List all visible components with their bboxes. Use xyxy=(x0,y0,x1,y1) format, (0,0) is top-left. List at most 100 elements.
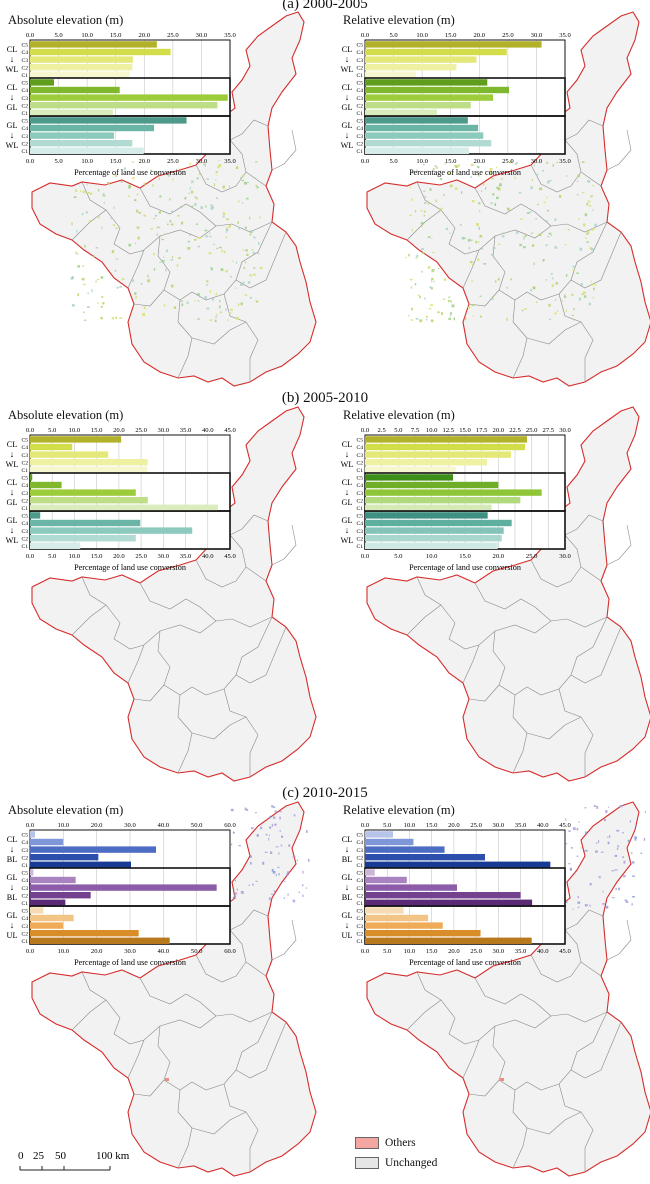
bar-c2 xyxy=(365,459,487,466)
group-label: ↓ xyxy=(10,525,15,535)
county-boundary xyxy=(558,293,594,382)
period-title-a: (a) 2000-2005 xyxy=(282,0,368,12)
period-title-b: (b) 2005-2010 xyxy=(281,390,369,406)
land-change-pixel xyxy=(576,855,579,857)
category-label: C4 xyxy=(356,483,363,489)
land-change-pixel xyxy=(577,906,580,909)
land-change-pixel xyxy=(428,308,432,310)
category-label: C4 xyxy=(21,445,28,451)
land-change-pixel xyxy=(608,835,611,838)
land-change-pixel xyxy=(226,218,229,221)
county-boundary xyxy=(474,977,552,1017)
group-label: CL xyxy=(7,45,17,54)
land-change-pixel xyxy=(246,197,249,200)
land-change-pixel xyxy=(165,268,167,272)
category-label: C3 xyxy=(356,453,363,459)
top-tick-label: 5.0 xyxy=(389,32,398,39)
land-change-pixel xyxy=(523,246,526,249)
land-change-pixel xyxy=(417,294,420,297)
land-change-pixel xyxy=(449,184,453,187)
land-change-pixel xyxy=(631,852,633,854)
land-change-pixel xyxy=(459,224,462,226)
land-change-pixel xyxy=(578,218,580,220)
top-tick-label: 20.0 xyxy=(113,427,125,434)
top-tick-label: 35.0 xyxy=(180,427,192,434)
group-label: GL xyxy=(342,103,353,112)
group-label: ↓ xyxy=(345,54,350,64)
land-change-pixel xyxy=(567,229,570,231)
land-change-pixel xyxy=(95,280,97,283)
county-boundary xyxy=(416,576,608,650)
x-axis-label: Percentage of land use conversion xyxy=(74,563,186,572)
land-change-pixel xyxy=(594,223,597,227)
land-change-pixel xyxy=(565,274,568,277)
land-change-pixel xyxy=(191,205,194,207)
bottom-tick-label: 10.0 xyxy=(69,553,81,560)
county-boundary xyxy=(133,684,165,702)
bar-c5 xyxy=(30,436,122,443)
land-change-pixel xyxy=(520,218,523,220)
land-change-pixel xyxy=(206,284,208,286)
land-change-pixel xyxy=(274,823,277,826)
land-change-pixel xyxy=(612,897,615,899)
land-change-pixel xyxy=(235,892,238,895)
bottom-tick-label: 15.0 xyxy=(459,553,471,560)
land-change-pixel xyxy=(270,851,273,854)
land-change-pixel xyxy=(489,167,493,171)
land-change-pixel xyxy=(225,231,228,233)
land-change-pixel xyxy=(431,277,434,281)
land-change-pixel xyxy=(440,178,443,181)
land-change-pixel xyxy=(83,311,85,313)
category-label: C5 xyxy=(356,81,363,87)
land-change-pixel xyxy=(181,303,184,306)
land-change-pixel xyxy=(233,894,236,898)
land-change-pixel xyxy=(244,226,247,229)
land-change-pixel xyxy=(87,292,89,295)
bar-chart: 0.0 10.0 20.0 30.0 40.0 50.0 60.0C5C4C3C2C1CL↓… xyxy=(7,822,237,967)
bar-chart: 0.0 2.5 5.0 7.5 10.0 12.5 15.0 17.5 20.0 22.5 25.0… xyxy=(341,427,572,572)
land-change-pixel xyxy=(194,196,197,198)
top-tick-label: 22.5 xyxy=(509,427,521,434)
legend-swatch-others xyxy=(355,1137,379,1149)
land-change-pixel xyxy=(255,812,257,814)
legend-label-others: Others xyxy=(385,1137,416,1149)
land-change-pixel xyxy=(278,852,280,855)
county-boundary xyxy=(492,1021,622,1091)
bottom-tick-label: 40.0 xyxy=(537,948,549,955)
land-change-pixel xyxy=(279,811,282,813)
land-change-pixel xyxy=(477,165,480,168)
category-label: C2 xyxy=(356,931,363,937)
category-label: C3 xyxy=(356,96,363,102)
chart-title: Relative elevation (m) xyxy=(343,408,455,422)
county-boundary xyxy=(139,977,217,1017)
county-boundary xyxy=(71,604,107,636)
category-label: C3 xyxy=(356,134,363,140)
land-change-pixel xyxy=(479,210,481,213)
land-change-pixel xyxy=(490,297,494,300)
land-change-pixel xyxy=(72,304,75,307)
land-change-pixel xyxy=(589,247,593,250)
county-boundary xyxy=(530,559,582,588)
land-change-pixel xyxy=(481,190,483,192)
land-change-pixel xyxy=(643,838,646,841)
land-change-pixel xyxy=(268,837,270,841)
chart-title: Relative elevation (m) xyxy=(343,803,455,817)
group-label: BL xyxy=(7,893,17,902)
land-change-pixel xyxy=(222,215,225,218)
chart-title: Absolute elevation (m) xyxy=(8,13,124,27)
land-change-pixel xyxy=(616,847,619,850)
land-change-pixel xyxy=(283,897,285,900)
land-change-pixel xyxy=(169,198,171,201)
top-tick-label: 30.0 xyxy=(493,822,505,829)
land-change-pixel xyxy=(115,227,119,229)
land-change-pixel xyxy=(293,814,296,817)
county-boundary xyxy=(81,181,273,255)
category-label: C3 xyxy=(21,924,28,930)
top-tick-label: 20.0 xyxy=(493,427,505,434)
land-change-pixel xyxy=(420,210,423,212)
land-change-pixel xyxy=(492,193,495,196)
land-change-pixel xyxy=(547,180,550,184)
land-change-pixel xyxy=(76,229,78,233)
bottom-tick-label: 0.0 xyxy=(361,158,370,165)
category-label: C3 xyxy=(356,848,363,854)
